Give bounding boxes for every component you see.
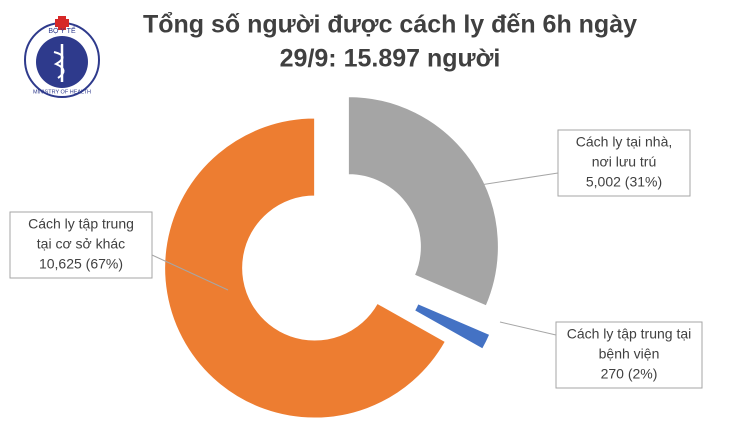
value-label: 5,002 (31%) xyxy=(586,174,662,190)
donut-slice xyxy=(347,96,499,307)
category-label: tại cơ sở khác xyxy=(37,236,125,252)
leader-line xyxy=(479,172,559,186)
category-label: Cách ly tập trung tại xyxy=(567,326,692,342)
logo: BỘ Y TẾ MINISTRY OF HEALTH xyxy=(24,16,100,98)
logo-top: BỘ Y TẾ xyxy=(48,25,76,35)
value-label: 10,625 (67%) xyxy=(39,256,123,272)
chart-title: Tổng số người được cách ly đến 6h ngày xyxy=(143,11,637,39)
logo-snake xyxy=(53,51,65,79)
category-label: nơi lưu trú xyxy=(592,154,656,170)
category-label: Cách ly tại nhà, xyxy=(576,134,673,150)
category-label: bệnh viện xyxy=(599,346,660,362)
label-box xyxy=(557,129,691,197)
logo-bottom: MINISTRY OF HEALTH xyxy=(33,89,91,95)
chart-title: 29/9: 15.897 người xyxy=(280,45,501,73)
category-label: Cách ly tập trung xyxy=(28,216,134,232)
value-label: 270 (2%) xyxy=(601,366,658,382)
label-box xyxy=(9,211,153,279)
label-box xyxy=(555,321,703,389)
logo-cross xyxy=(55,19,69,27)
leader-line xyxy=(151,254,229,291)
leader-line xyxy=(499,321,557,336)
donut-slice xyxy=(164,117,447,419)
donut-slice xyxy=(413,303,491,350)
